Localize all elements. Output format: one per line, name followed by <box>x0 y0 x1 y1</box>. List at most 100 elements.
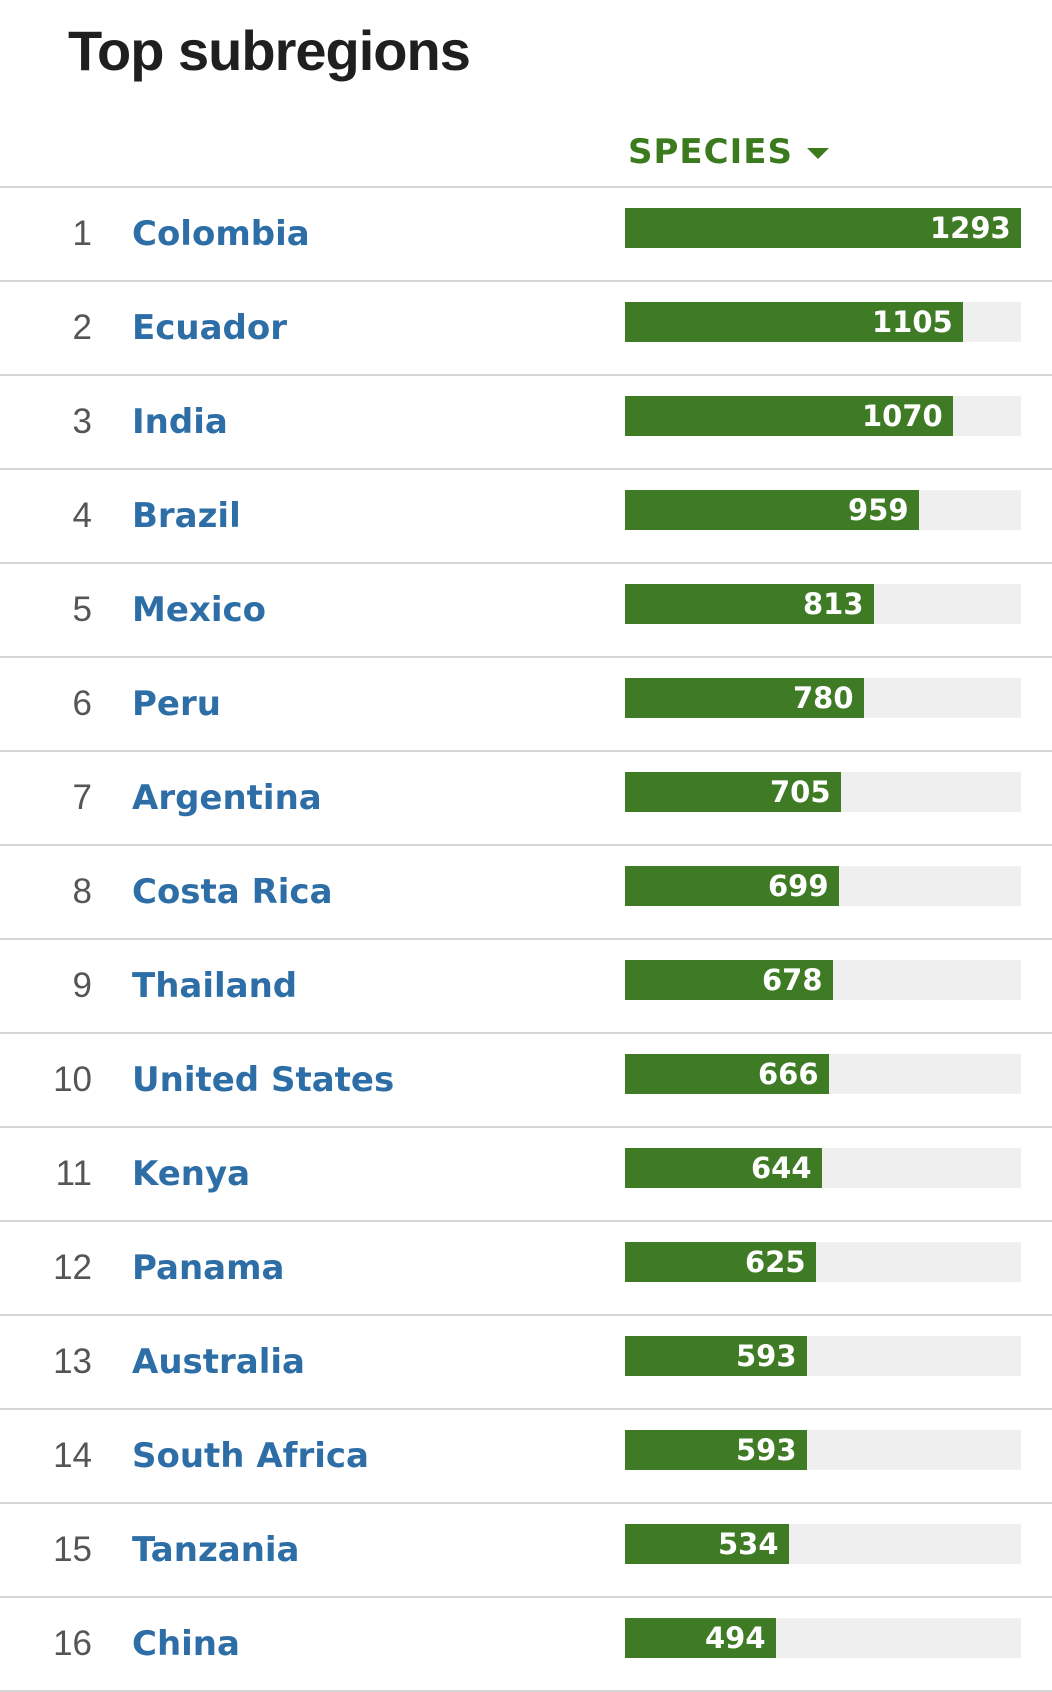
species-bar-track: 593 <box>625 1430 1021 1470</box>
species-bar-track: 705 <box>625 772 1021 812</box>
species-bar-track: 593 <box>625 1336 1021 1376</box>
table-row: 10 United States 666 <box>0 1034 1052 1128</box>
table-row: 3 India 1070 <box>0 376 1052 470</box>
species-bar-track: 1293 <box>625 208 1021 248</box>
table-row: 2 Ecuador 1105 <box>0 282 1052 376</box>
species-bar-track: 494 <box>625 1618 1021 1658</box>
caret-down-icon <box>806 147 829 159</box>
subregion-link[interactable]: India <box>132 402 228 442</box>
subregion-link[interactable]: Argentina <box>132 778 322 818</box>
subregion-link[interactable]: Costa Rica <box>132 872 333 912</box>
table-row: 15 Tanzania 534 <box>0 1504 1052 1598</box>
species-bar <box>625 678 864 718</box>
species-bar <box>625 1148 822 1188</box>
species-count: 1105 <box>872 305 953 339</box>
species-bar-track: 699 <box>625 866 1021 906</box>
species-bar <box>625 866 839 906</box>
row-rank: 7 <box>72 778 92 817</box>
row-rank: 12 <box>53 1248 92 1287</box>
row-rank: 3 <box>72 402 92 441</box>
species-count: 780 <box>793 681 854 715</box>
species-count: 1070 <box>862 399 943 433</box>
table-row: 14 South Africa 593 <box>0 1410 1052 1504</box>
row-rank: 6 <box>72 684 92 723</box>
species-bar <box>625 960 833 1000</box>
row-rank: 10 <box>53 1060 92 1099</box>
row-rank: 15 <box>53 1530 92 1569</box>
subregion-link[interactable]: United States <box>132 1060 395 1100</box>
row-rank: 13 <box>53 1342 92 1381</box>
species-bar <box>625 302 963 342</box>
table-row: 13 Australia 593 <box>0 1316 1052 1410</box>
row-rank: 14 <box>53 1436 92 1475</box>
species-bar <box>625 1242 816 1282</box>
species-bar <box>625 1430 807 1470</box>
species-count: 666 <box>758 1057 819 1091</box>
table-row: 12 Panama 625 <box>0 1222 1052 1316</box>
row-rank: 2 <box>72 308 92 347</box>
subregion-link[interactable]: Peru <box>132 684 221 724</box>
header-divider <box>0 186 1052 188</box>
page-title: Top subregions <box>68 19 471 82</box>
species-bar <box>625 584 874 624</box>
subregion-link[interactable]: Ecuador <box>132 308 287 348</box>
species-bar <box>625 772 841 812</box>
species-count: 593 <box>736 1339 797 1373</box>
row-rank: 1 <box>72 214 92 253</box>
table-row: 9 Thailand 678 <box>0 940 1052 1034</box>
species-bar-track: 625 <box>625 1242 1021 1282</box>
row-rank: 4 <box>72 496 92 535</box>
table-row: 11 Kenya 644 <box>0 1128 1052 1222</box>
table-row: 1 Colombia 1293 <box>0 188 1052 282</box>
species-count: 625 <box>745 1245 806 1279</box>
subregion-link[interactable]: Brazil <box>132 496 241 536</box>
row-rank: 16 <box>53 1624 92 1663</box>
subregion-link[interactable]: South Africa <box>132 1436 369 1476</box>
species-count: 699 <box>768 869 829 903</box>
species-count: 494 <box>705 1621 766 1655</box>
species-count: 813 <box>803 587 864 621</box>
species-bar <box>625 208 1021 248</box>
table-row: 5 Mexico 813 <box>0 564 1052 658</box>
subregion-link[interactable]: Mexico <box>132 590 266 630</box>
species-bar-track: 959 <box>625 490 1021 530</box>
species-column-label: SPECIES <box>628 132 793 172</box>
subregion-link[interactable]: Tanzania <box>132 1530 300 1570</box>
species-count: 1293 <box>930 211 1011 245</box>
row-rank: 11 <box>55 1154 92 1193</box>
species-bar-track: 1070 <box>625 396 1021 436</box>
species-bar <box>625 1618 776 1658</box>
subregion-link[interactable]: Thailand <box>132 966 298 1006</box>
species-bar <box>625 1524 789 1564</box>
species-bar-track: 678 <box>625 960 1021 1000</box>
species-bar-track: 666 <box>625 1054 1021 1094</box>
row-rank: 8 <box>72 872 92 911</box>
species-count: 678 <box>762 963 823 997</box>
species-bar-track: 1105 <box>625 302 1021 342</box>
species-sort-header[interactable]: SPECIES <box>628 132 829 172</box>
table-row: 8 Costa Rica 699 <box>0 846 1052 940</box>
subregion-link[interactable]: Colombia <box>132 214 310 254</box>
species-bar-track: 813 <box>625 584 1021 624</box>
species-count: 593 <box>736 1433 797 1467</box>
species-count: 705 <box>770 775 831 809</box>
species-bar-track: 644 <box>625 1148 1021 1188</box>
subregion-link[interactable]: China <box>132 1624 240 1664</box>
table-row: 7 Argentina 705 <box>0 752 1052 846</box>
subregion-list: 1 Colombia 1293 2 Ecuador 1105 3 India 1070 4 Braz… <box>0 188 1052 1692</box>
species-bar <box>625 1054 829 1094</box>
species-count: 534 <box>718 1527 779 1561</box>
species-bar <box>625 1336 807 1376</box>
table-row: 16 China 494 <box>0 1598 1052 1692</box>
table-row: 6 Peru 780 <box>0 658 1052 752</box>
species-count: 644 <box>751 1151 812 1185</box>
species-bar <box>625 396 953 436</box>
row-rank: 9 <box>72 966 92 1005</box>
species-bar-track: 534 <box>625 1524 1021 1564</box>
species-count: 959 <box>848 493 909 527</box>
subregion-link[interactable]: Australia <box>132 1342 305 1382</box>
subregion-link[interactable]: Panama <box>132 1248 285 1288</box>
species-bar-track: 780 <box>625 678 1021 718</box>
subregion-link[interactable]: Kenya <box>132 1154 251 1194</box>
row-rank: 5 <box>72 590 92 629</box>
